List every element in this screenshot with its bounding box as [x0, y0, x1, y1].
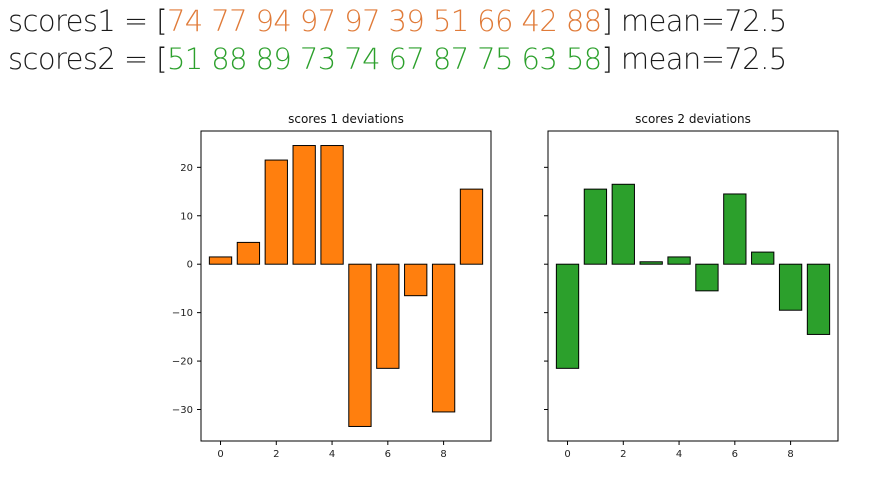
scores2-bar: [723, 193, 747, 265]
scores1-bar: [320, 145, 344, 265]
scores2-bar: [778, 263, 803, 311]
scores2-x-tick-label: 6: [732, 449, 738, 460]
scores2-bar: [611, 183, 635, 265]
scores1-bar: [292, 145, 316, 265]
scores1-values: 74 77 94 97 97 39 51 66 42 88: [166, 4, 602, 38]
scores1-axes-frame: [200, 130, 492, 442]
scores1-deviation-chart: scores 1 deviations 0 2 4 6 8 20 10 0 −10 −20 −30: [172, 112, 492, 460]
scores1-y-tick-label: 10: [180, 211, 193, 222]
scores2-x-tick-label: 8: [787, 449, 793, 460]
scores2-x-tick-label: 0: [564, 449, 570, 460]
scores2-x-tick-label: 4: [676, 449, 682, 460]
scores2-chart-title: scores 2 deviations: [635, 112, 751, 126]
scores1-bar: [404, 263, 428, 297]
scores2-bar: [667, 256, 691, 265]
scores2-values: 51 88 89 73 74 67 87 75 63 58: [166, 42, 602, 76]
scores1-bar: [348, 263, 372, 427]
scores2-bar: [695, 263, 719, 292]
scores1-prefix: scores1 = [: [8, 4, 168, 38]
scores2-deviation-chart: scores 2 deviations 0 2 4 6 8: [544, 112, 839, 460]
scores2-x-tick-label: 2: [620, 449, 626, 460]
scores1-bar: [376, 263, 400, 369]
scores2-bar: [639, 261, 663, 265]
scores1-chart-title: scores 1 deviations: [288, 112, 404, 126]
scores1-x-tick-label: 0: [217, 449, 223, 460]
scores2-line: scores2 = [51 88 89 73 74 67 87 75 63 58…: [8, 42, 787, 76]
scores1-line: scores1 = [74 77 94 97 97 39 51 66 42 88…: [8, 4, 787, 38]
scores2-bar: [751, 251, 775, 265]
scores1-mean: ] mean=72.5: [601, 4, 788, 38]
scores1-bar: [208, 256, 233, 265]
scores2-bar: [806, 263, 831, 335]
scores2-bar: [555, 263, 580, 369]
scores1-x-tick-label: 2: [273, 449, 279, 460]
scores1-x-tick-label: 6: [385, 449, 391, 460]
scores1-y-tick-label: 0: [187, 260, 193, 271]
scores1-y-tick-label: −30: [172, 405, 193, 416]
scores1-bar: [264, 159, 288, 265]
scores2-bar: [583, 188, 608, 265]
scores1-bar: [236, 241, 261, 265]
scores2-mean: ] mean=72.5: [601, 42, 788, 76]
scores2-prefix: scores2 = [: [8, 42, 168, 76]
scores1-x-tick-label: 8: [440, 449, 446, 460]
scores1-bar: [431, 263, 456, 413]
scores1-x-tick-label: 4: [329, 449, 335, 460]
scores1-y-tick-label: −10: [172, 308, 193, 319]
scores1-bar: [459, 188, 484, 265]
scores2-axes-frame: [547, 130, 839, 442]
scores1-y-tick-label: 20: [180, 163, 193, 174]
scores1-y-tick-label: −20: [172, 357, 193, 368]
